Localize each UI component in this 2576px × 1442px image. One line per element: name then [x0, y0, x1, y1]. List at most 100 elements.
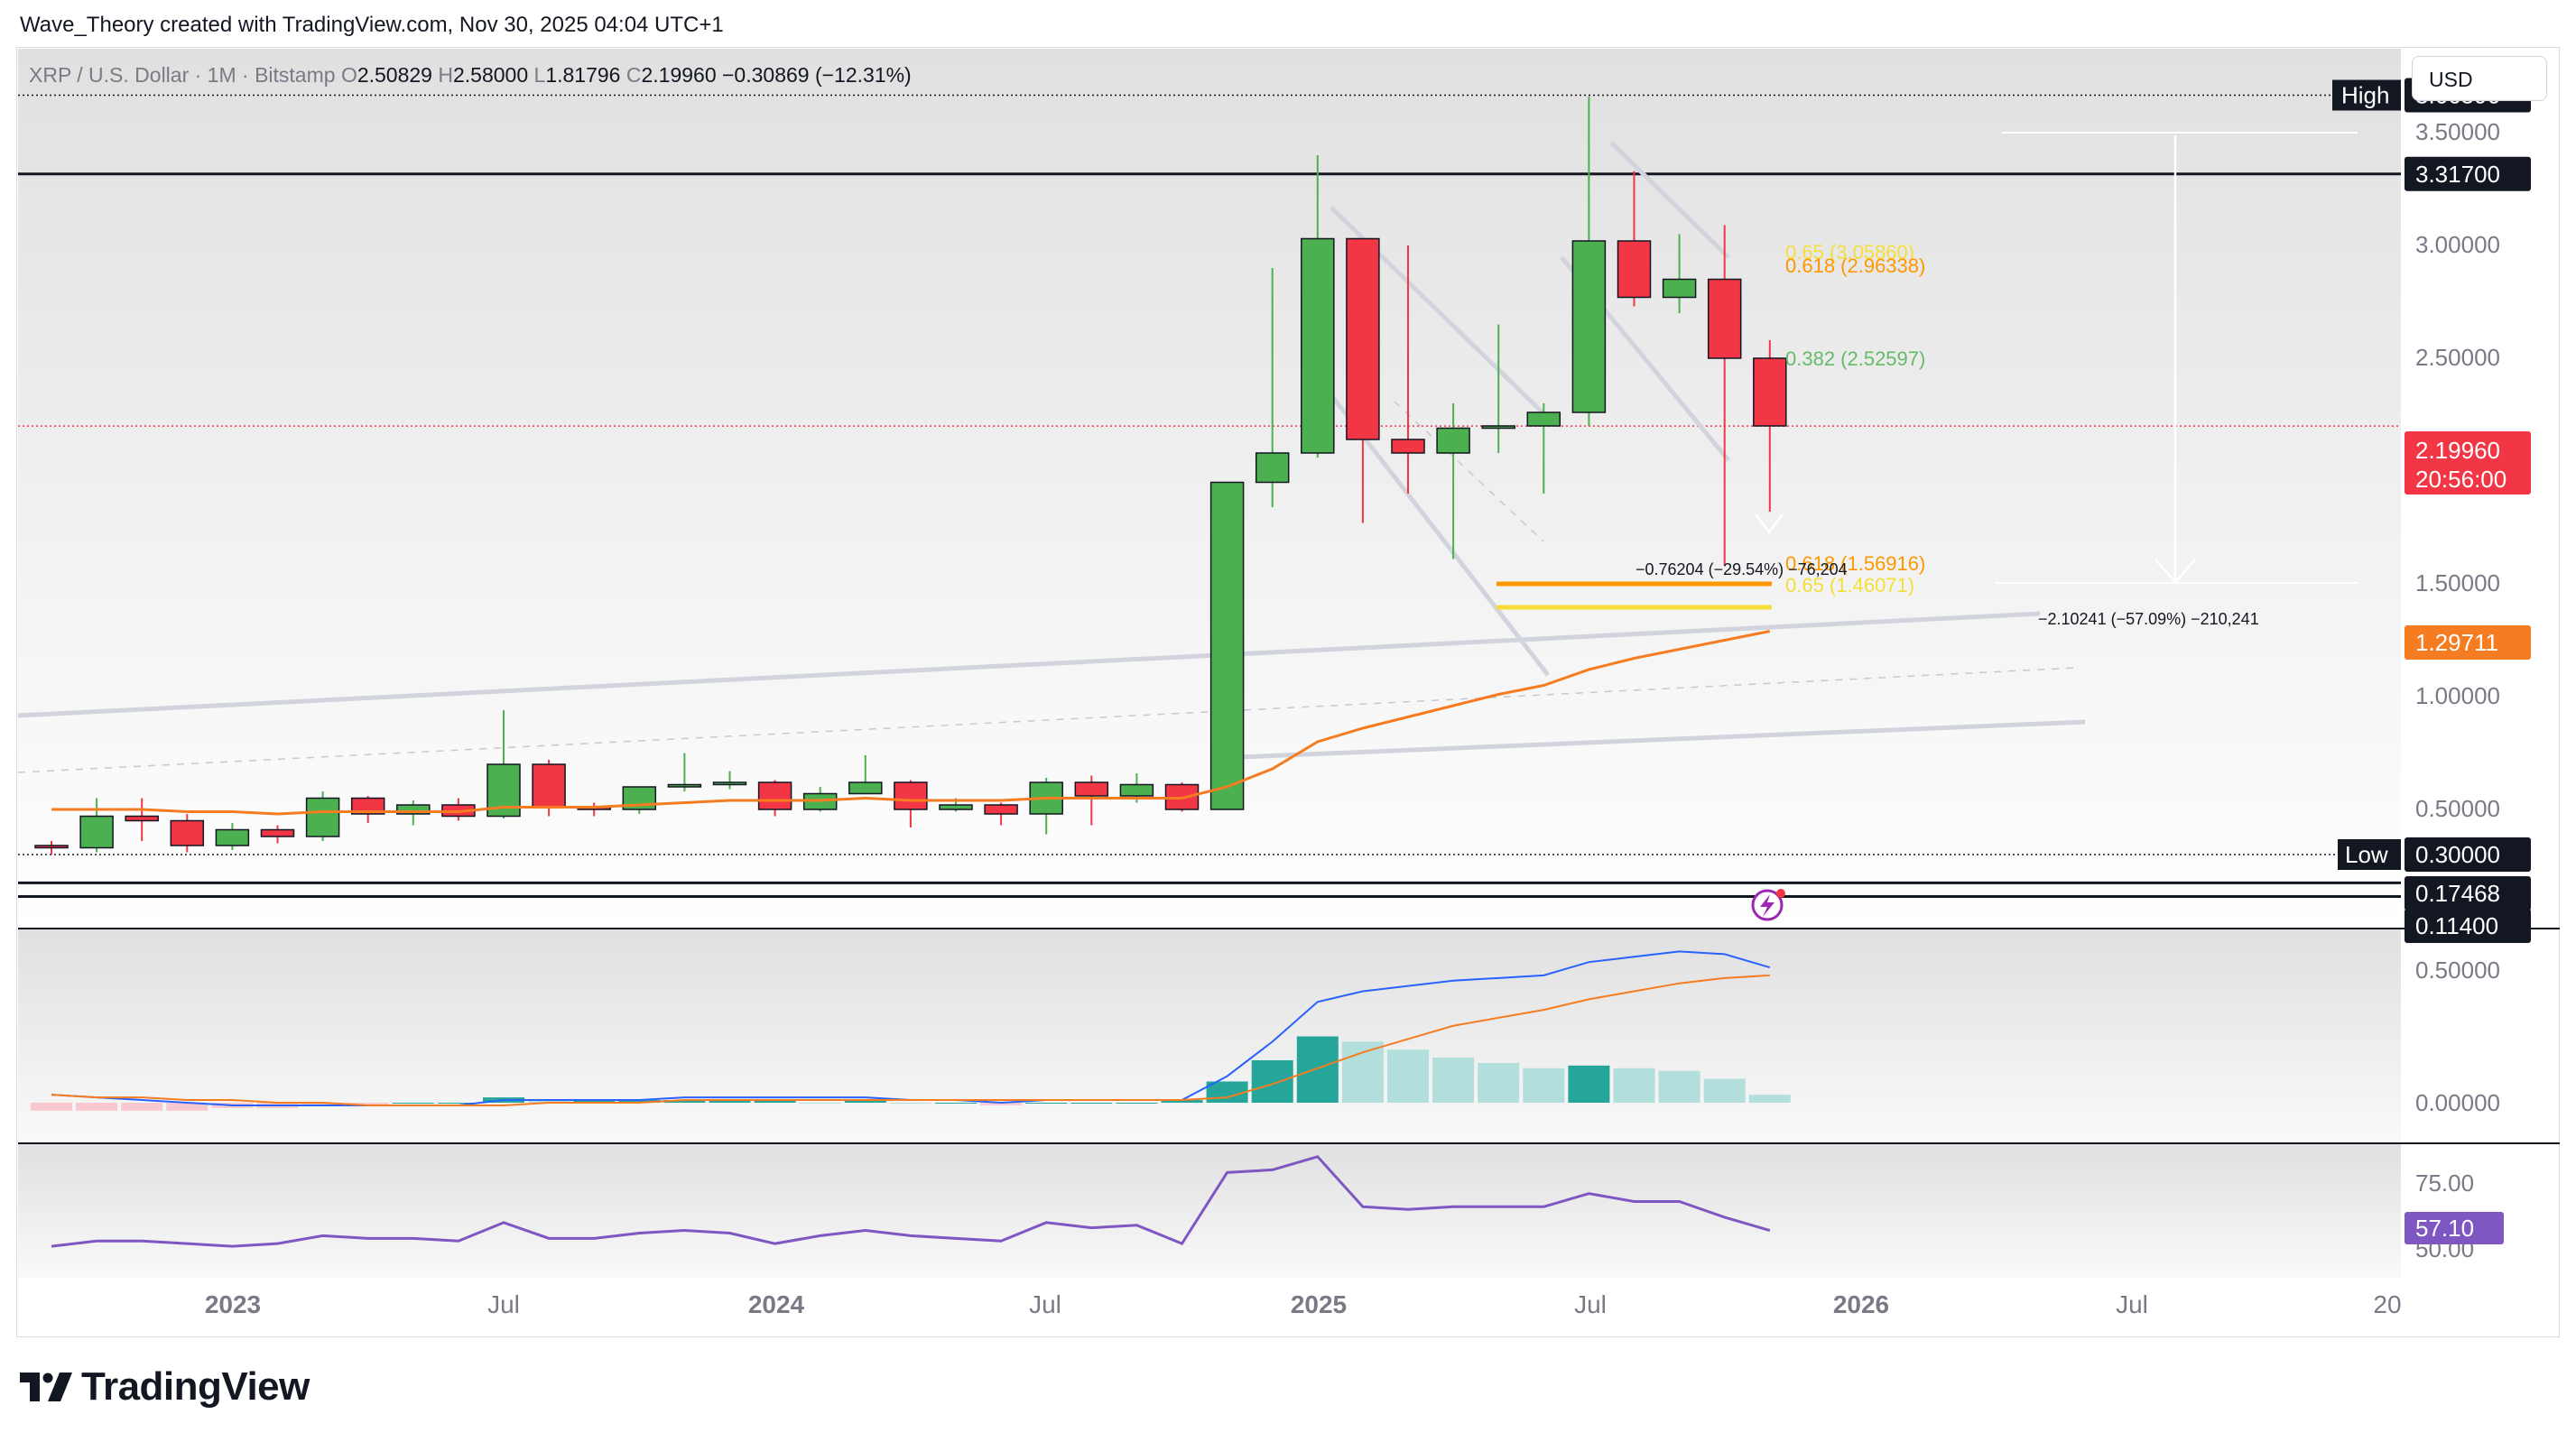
channel-mid-line: [17, 667, 2077, 773]
candle-body: [260, 828, 295, 837]
macd-histogram-bar: [1432, 1058, 1475, 1103]
candle-body: [1526, 411, 1561, 427]
macd-histogram-bar: [1568, 1065, 1610, 1103]
macd-histogram-bar: [301, 1103, 344, 1105]
candle-body: [1119, 783, 1154, 797]
macd-histogram-bar: [889, 1103, 931, 1104]
fib-065-bottom-label: 0.65 (1.46071): [1785, 574, 1914, 596]
macd-histogram-bar: [663, 1100, 706, 1103]
time-axis-label: 2025: [1291, 1290, 1347, 1318]
symbol-legend[interactable]: XRP / U.S. Dollar · 1M · Bitstamp O2.508…: [29, 63, 912, 88]
macd-histogram-bar: [392, 1103, 434, 1104]
low-label: Low: [2345, 841, 2388, 868]
fib-065-top-label: 0.65 (3.05860): [1785, 241, 1914, 263]
price-axis-tick: 1.50000: [2415, 569, 2500, 596]
price-axis-tick: 2.50000: [2415, 344, 2500, 371]
rsi-axis-tick: 75.00: [2415, 1169, 2474, 1197]
candle-body: [170, 819, 205, 846]
macd-histogram-bar: [528, 1100, 570, 1103]
bull-flag-mid-line: [1394, 401, 1544, 542]
channel-lower-line: [1218, 719, 2086, 761]
macd-histogram-bar: [844, 1100, 886, 1103]
candle-body: [1571, 240, 1607, 413]
candle-body: [939, 804, 973, 810]
macd-axis-tick: 0.00000: [2415, 1089, 2500, 1116]
tradingview-logo-icon: [20, 1373, 72, 1401]
legend-high-label: H: [438, 63, 453, 87]
macd-histogram-bar: [437, 1103, 479, 1104]
price-axis-tick: 3.50000: [2415, 118, 2500, 145]
macd-histogram-bar: [31, 1103, 72, 1111]
lightning-bolt-icon: [1760, 894, 1774, 917]
candle-body: [1753, 357, 1787, 427]
high-label-bg: [2332, 79, 2401, 111]
candle-body: [1346, 237, 1380, 440]
candle-body: [1391, 439, 1425, 454]
bar-countdown: 20:56:00: [2415, 466, 2507, 493]
macd-histogram-bar: [76, 1103, 118, 1111]
low-price-tag-bg: [2405, 837, 2531, 872]
measure-short-arrow: [1755, 513, 1784, 535]
support1-price-tag-bg: [2405, 876, 2531, 910]
time-axis-label: 2026: [1833, 1290, 1889, 1318]
time-axis-label: 2023: [205, 1290, 261, 1318]
bull-flag-line: [1330, 393, 1550, 677]
legend-low-label: L: [533, 63, 546, 87]
rsi-line: [51, 1155, 1771, 1248]
macd-histogram-bar: [1703, 1078, 1746, 1103]
macd-histogram-bar: [1387, 1049, 1429, 1103]
candle-body: [1707, 278, 1742, 359]
legend-low: 1.81796: [545, 63, 621, 87]
legend-change: −0.30869 (−12.31%): [722, 63, 912, 87]
channel-upper-line: [17, 611, 2041, 718]
last-price-value: 2.19960: [2415, 437, 2500, 464]
candle-body: [532, 763, 566, 809]
low-price-tag: 0.30000: [2415, 841, 2500, 868]
candle-body: [215, 828, 250, 846]
support2-price-tag: 0.11400: [2415, 912, 2498, 939]
candle-body: [125, 815, 159, 822]
candle-body: [712, 781, 747, 786]
candle-body: [667, 783, 702, 788]
time-axis-label: Jul: [487, 1290, 520, 1318]
wedge-line: [1609, 141, 1730, 259]
candle-body: [305, 797, 340, 837]
macd-histogram-bar: [347, 1103, 389, 1105]
candle-body: [1209, 481, 1245, 810]
candle-body: [1436, 427, 1470, 454]
macd-histogram-bar: [1161, 1100, 1203, 1103]
macd-histogram-bar: [1251, 1059, 1293, 1103]
macd-histogram-bar: [1341, 1041, 1384, 1103]
macd-histogram-bar: [618, 1100, 661, 1103]
macd-histogram-bar: [166, 1103, 208, 1111]
time-axis-label: 20: [2373, 1290, 2401, 1318]
macd-histogram-bar: [121, 1103, 163, 1111]
chart-frame: [16, 47, 2560, 1337]
low-label-bg: [2338, 839, 2401, 870]
macd-histogram-bar: [1025, 1103, 1068, 1104]
macd-histogram-bar: [1070, 1103, 1113, 1104]
tradingview-logo[interactable]: TradingView: [20, 1364, 310, 1410]
resistance-price-tag-bg: [2405, 156, 2531, 191]
candle-body: [894, 781, 928, 810]
candle-body: [1255, 452, 1290, 484]
notification-dot-icon: [1776, 889, 1785, 898]
candle-body: [34, 845, 69, 849]
candle-body: [984, 804, 1018, 815]
price-axis-tick: 1.00000: [2415, 682, 2500, 709]
last-price-tag-bg: [2405, 431, 2531, 495]
measure-short-label: −0.76204 (−29.54%) −76,204: [1635, 560, 1848, 578]
ema-price-tag: 1.29711: [2415, 629, 2498, 656]
high-label: High: [2341, 82, 2389, 109]
candle-body: [350, 797, 385, 815]
fib-0618-bottom-label: 0.618 (1.56916): [1785, 552, 1925, 575]
macd-histogram-bar: [573, 1100, 616, 1103]
time-axis-label: Jul: [1029, 1290, 1061, 1318]
price-pane-bg: [18, 49, 2401, 929]
macd-histogram-bar: [980, 1103, 1023, 1105]
candle-body: [848, 781, 883, 795]
macd-histogram-bar: [1116, 1103, 1158, 1104]
currency-button[interactable]: USD: [2412, 56, 2547, 101]
resistance-price-tag: 3.31700: [2415, 161, 2500, 188]
